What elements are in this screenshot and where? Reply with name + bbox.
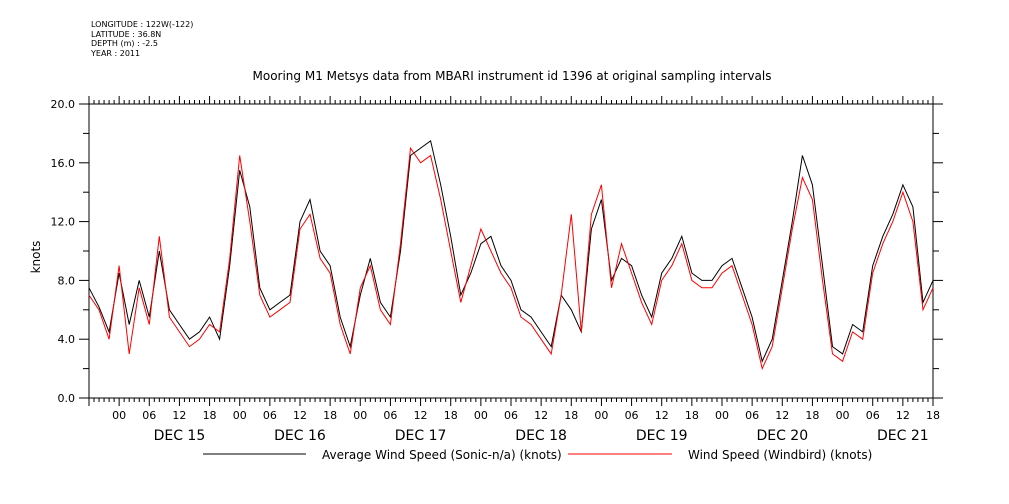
x-tick-label: 00 bbox=[353, 409, 367, 422]
series-lines bbox=[88, 139, 934, 371]
axis-ticks bbox=[79, 96, 943, 406]
chart-title: Mooring M1 Metsys data from MBARI instru… bbox=[253, 69, 772, 83]
plot-frame bbox=[88, 103, 934, 399]
x-tick-label: 12 bbox=[414, 409, 428, 422]
series-line-sonic bbox=[88, 139, 934, 363]
x-tick-label: 12 bbox=[534, 409, 548, 422]
x-tick-label: 06 bbox=[745, 409, 759, 422]
y-tick-labels: 0.0 4.0 8.0 12.0 16.0 20.0 bbox=[51, 98, 76, 405]
x-tick-label: 06 bbox=[625, 409, 639, 422]
y-tick-label: 8.0 bbox=[58, 274, 76, 287]
x-tick-label: 18 bbox=[203, 409, 217, 422]
day-label: DEC 15 bbox=[154, 428, 206, 444]
x-tick-label: 00 bbox=[112, 409, 126, 422]
x-tick-label: 18 bbox=[444, 409, 458, 422]
x-tick-label: 18 bbox=[805, 409, 819, 422]
day-label: DEC 16 bbox=[274, 428, 326, 444]
latitude-label: LATITUDE : 36.8N bbox=[91, 29, 162, 39]
x-tick-labels: 00 06 12 18 00 06 12 18 00 06 12 18 00 06 12 18 00 06 12 18… bbox=[112, 409, 940, 422]
x-tick-label: 06 bbox=[263, 409, 277, 422]
x-tick-label: 12 bbox=[293, 409, 307, 422]
x-tick-label: 12 bbox=[775, 409, 789, 422]
year-label: YEAR : 2011 bbox=[91, 48, 141, 58]
x-tick-label: 00 bbox=[594, 409, 608, 422]
x-tick-label: 00 bbox=[474, 409, 488, 422]
legend-label-windbird: Wind Speed (Windbird) (knots) bbox=[688, 448, 872, 462]
legend-label-sonic: Average Wind Speed (Sonic-n/a) (knots) bbox=[322, 448, 562, 462]
x-tick-label: 06 bbox=[383, 409, 397, 422]
y-axis-label: knots bbox=[29, 241, 43, 274]
x-tick-label: 12 bbox=[655, 409, 669, 422]
day-label: DEC 17 bbox=[395, 428, 447, 444]
legend: Average Wind Speed (Sonic-n/a) (knots) W… bbox=[203, 448, 872, 462]
y-tick-label: 20.0 bbox=[51, 98, 76, 111]
x-tick-label: 18 bbox=[564, 409, 578, 422]
day-label: DEC 19 bbox=[636, 428, 688, 444]
x-tick-label: 12 bbox=[172, 409, 186, 422]
x-tick-label: 12 bbox=[896, 409, 910, 422]
day-label: DEC 20 bbox=[756, 428, 808, 444]
x-tick-label: 06 bbox=[866, 409, 880, 422]
y-tick-label: 4.0 bbox=[58, 333, 76, 346]
day-label: DEC 18 bbox=[515, 428, 567, 444]
longitude-label: LONGITUDE : 122W(-122) bbox=[91, 20, 194, 29]
x-tick-label: 00 bbox=[233, 409, 247, 422]
x-tick-label: 00 bbox=[715, 409, 729, 422]
day-label: DEC 21 bbox=[877, 428, 929, 444]
x-tick-label: 18 bbox=[685, 409, 699, 422]
depth-label: DEPTH (m) : -2.5 bbox=[91, 39, 158, 48]
y-tick-label: 16.0 bbox=[51, 157, 76, 170]
x-tick-label: 18 bbox=[926, 409, 940, 422]
x-tick-label: 06 bbox=[142, 409, 156, 422]
x-tick-label: 00 bbox=[836, 409, 850, 422]
x-tick-label: 06 bbox=[504, 409, 518, 422]
x-tick-label: 18 bbox=[323, 409, 337, 422]
y-tick-label: 12.0 bbox=[51, 216, 76, 229]
day-labels: DEC 15 DEC 16 DEC 17 DEC 18 DEC 19 DEC 20 DEC … bbox=[154, 428, 929, 444]
station-metadata: LONGITUDE : 122W(-122) LATITUDE : 36.8N … bbox=[91, 20, 193, 58]
series-line-windbird bbox=[88, 146, 934, 371]
y-tick-label: 0.0 bbox=[58, 392, 76, 405]
